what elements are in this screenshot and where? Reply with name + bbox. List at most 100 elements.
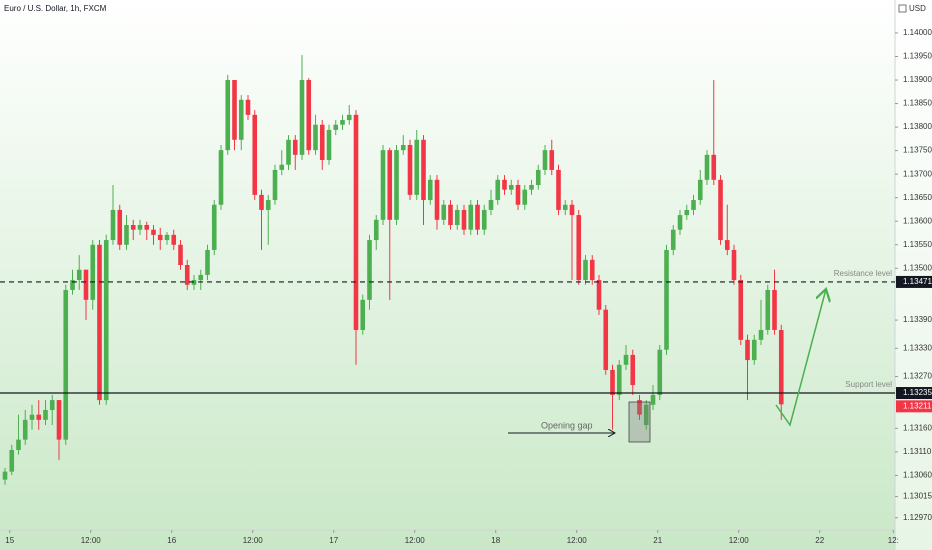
candle-body bbox=[427, 179, 433, 201]
candle-body bbox=[704, 154, 710, 180]
candle-body bbox=[677, 215, 683, 230]
candle-body bbox=[144, 224, 150, 230]
candle-body bbox=[326, 129, 332, 161]
candle-body bbox=[265, 200, 271, 210]
price-axis-area bbox=[895, 0, 932, 550]
candle-body bbox=[569, 204, 575, 216]
candle-body bbox=[461, 209, 467, 230]
x-tick-label: 12: bbox=[888, 536, 899, 545]
x-tick-label: 12:00 bbox=[243, 536, 264, 545]
y-tick-label: 1.13500 bbox=[903, 263, 932, 272]
candle-body bbox=[178, 244, 183, 265]
level-badge bbox=[896, 275, 932, 288]
candle-body bbox=[225, 80, 231, 151]
currency-icon bbox=[898, 4, 907, 13]
candle-body bbox=[603, 309, 609, 370]
candle-body bbox=[751, 339, 757, 361]
last-price-text: 1.13211 bbox=[903, 401, 932, 410]
candle-body bbox=[211, 204, 217, 250]
gap-annotation: Opening gap bbox=[541, 420, 593, 430]
level-badge bbox=[896, 387, 932, 400]
candle-body bbox=[373, 219, 379, 241]
candle-body bbox=[76, 269, 82, 281]
candle-body bbox=[758, 329, 764, 340]
candle-body bbox=[421, 139, 426, 201]
y-tick-label: 1.14000 bbox=[903, 28, 932, 37]
candle-body bbox=[711, 154, 717, 180]
candle-body bbox=[718, 179, 723, 241]
candle-body bbox=[63, 289, 69, 440]
y-tick-label: 1.13750 bbox=[903, 146, 932, 155]
levels: Resistance level 1.13471 Support level 1.13… bbox=[0, 269, 932, 413]
x-tick-label: 22 bbox=[815, 536, 824, 545]
candle-body bbox=[360, 299, 366, 330]
candle-body bbox=[643, 404, 649, 426]
candle-body bbox=[556, 169, 561, 210]
candle-body bbox=[90, 244, 96, 300]
y-tick-label: 1.13060 bbox=[903, 471, 932, 480]
candle-body bbox=[198, 274, 204, 281]
y-tick-label: 1.13650 bbox=[903, 193, 932, 202]
y-tick-label: 1.13110 bbox=[903, 447, 932, 456]
candle-body bbox=[529, 184, 534, 190]
candle-body bbox=[117, 209, 123, 245]
candle-body bbox=[333, 124, 339, 130]
candle-body bbox=[448, 204, 453, 225]
x-tick-label: 12:00 bbox=[729, 536, 750, 545]
chart-title: Euro / U.S. Dollar, 1h, FXCM bbox=[4, 4, 107, 13]
x-tick-label: 18 bbox=[491, 536, 500, 545]
candle-body bbox=[576, 215, 582, 281]
x-tick-label: 15 bbox=[5, 536, 14, 545]
candle-body bbox=[684, 209, 690, 216]
currency-label: USD bbox=[909, 4, 926, 13]
candle-body bbox=[259, 194, 264, 210]
candle-body bbox=[232, 80, 237, 140]
candle-body bbox=[16, 439, 21, 450]
y-tick-label: 1.13330 bbox=[903, 343, 932, 352]
level-name: Resistance level bbox=[834, 269, 892, 278]
candle-body bbox=[522, 189, 528, 205]
candle-body bbox=[596, 280, 602, 310]
candle-body bbox=[164, 234, 170, 241]
candle-body bbox=[691, 200, 696, 210]
candle-body bbox=[502, 179, 507, 190]
candle-body bbox=[583, 259, 588, 281]
y-tick-label: 1.13270 bbox=[903, 372, 932, 381]
candle-body bbox=[83, 269, 89, 300]
candle-body bbox=[630, 354, 636, 386]
candle-body bbox=[387, 150, 393, 220]
candle-body bbox=[562, 204, 568, 210]
candle-body bbox=[171, 234, 177, 245]
candle-body bbox=[43, 409, 48, 420]
y-tick-label: 1.13900 bbox=[903, 75, 932, 84]
level-badge-text: 1.13235 bbox=[903, 388, 932, 397]
candle-body bbox=[589, 259, 595, 281]
x-tick-label: 12:00 bbox=[405, 536, 426, 545]
candles bbox=[2, 55, 784, 485]
y-tick-label: 1.13550 bbox=[903, 240, 932, 249]
candle-body bbox=[623, 354, 629, 365]
level-name: Support level bbox=[845, 380, 892, 389]
candle-body bbox=[286, 139, 291, 165]
candle-body bbox=[346, 114, 352, 121]
candle-body bbox=[670, 229, 676, 250]
x-tick-label: 12:00 bbox=[81, 536, 102, 545]
y-tick-label: 1.13600 bbox=[903, 216, 932, 225]
candle-body bbox=[549, 150, 555, 170]
x-tick-label: 16 bbox=[167, 536, 176, 545]
candle-body bbox=[299, 80, 305, 155]
candle-body bbox=[319, 124, 325, 161]
level-badge-text: 1.13471 bbox=[903, 277, 932, 286]
candle-body bbox=[637, 400, 642, 415]
candle-body bbox=[738, 280, 744, 340]
x-tick-label: 12:00 bbox=[567, 536, 588, 545]
y-tick-label: 1.13950 bbox=[903, 52, 932, 61]
candle-body bbox=[407, 144, 413, 195]
gap-box bbox=[628, 401, 651, 443]
candle-body bbox=[731, 249, 737, 281]
candle-body bbox=[778, 329, 784, 405]
candle-body bbox=[488, 200, 494, 210]
candle-body bbox=[36, 414, 42, 420]
projection-arrow bbox=[775, 289, 826, 427]
